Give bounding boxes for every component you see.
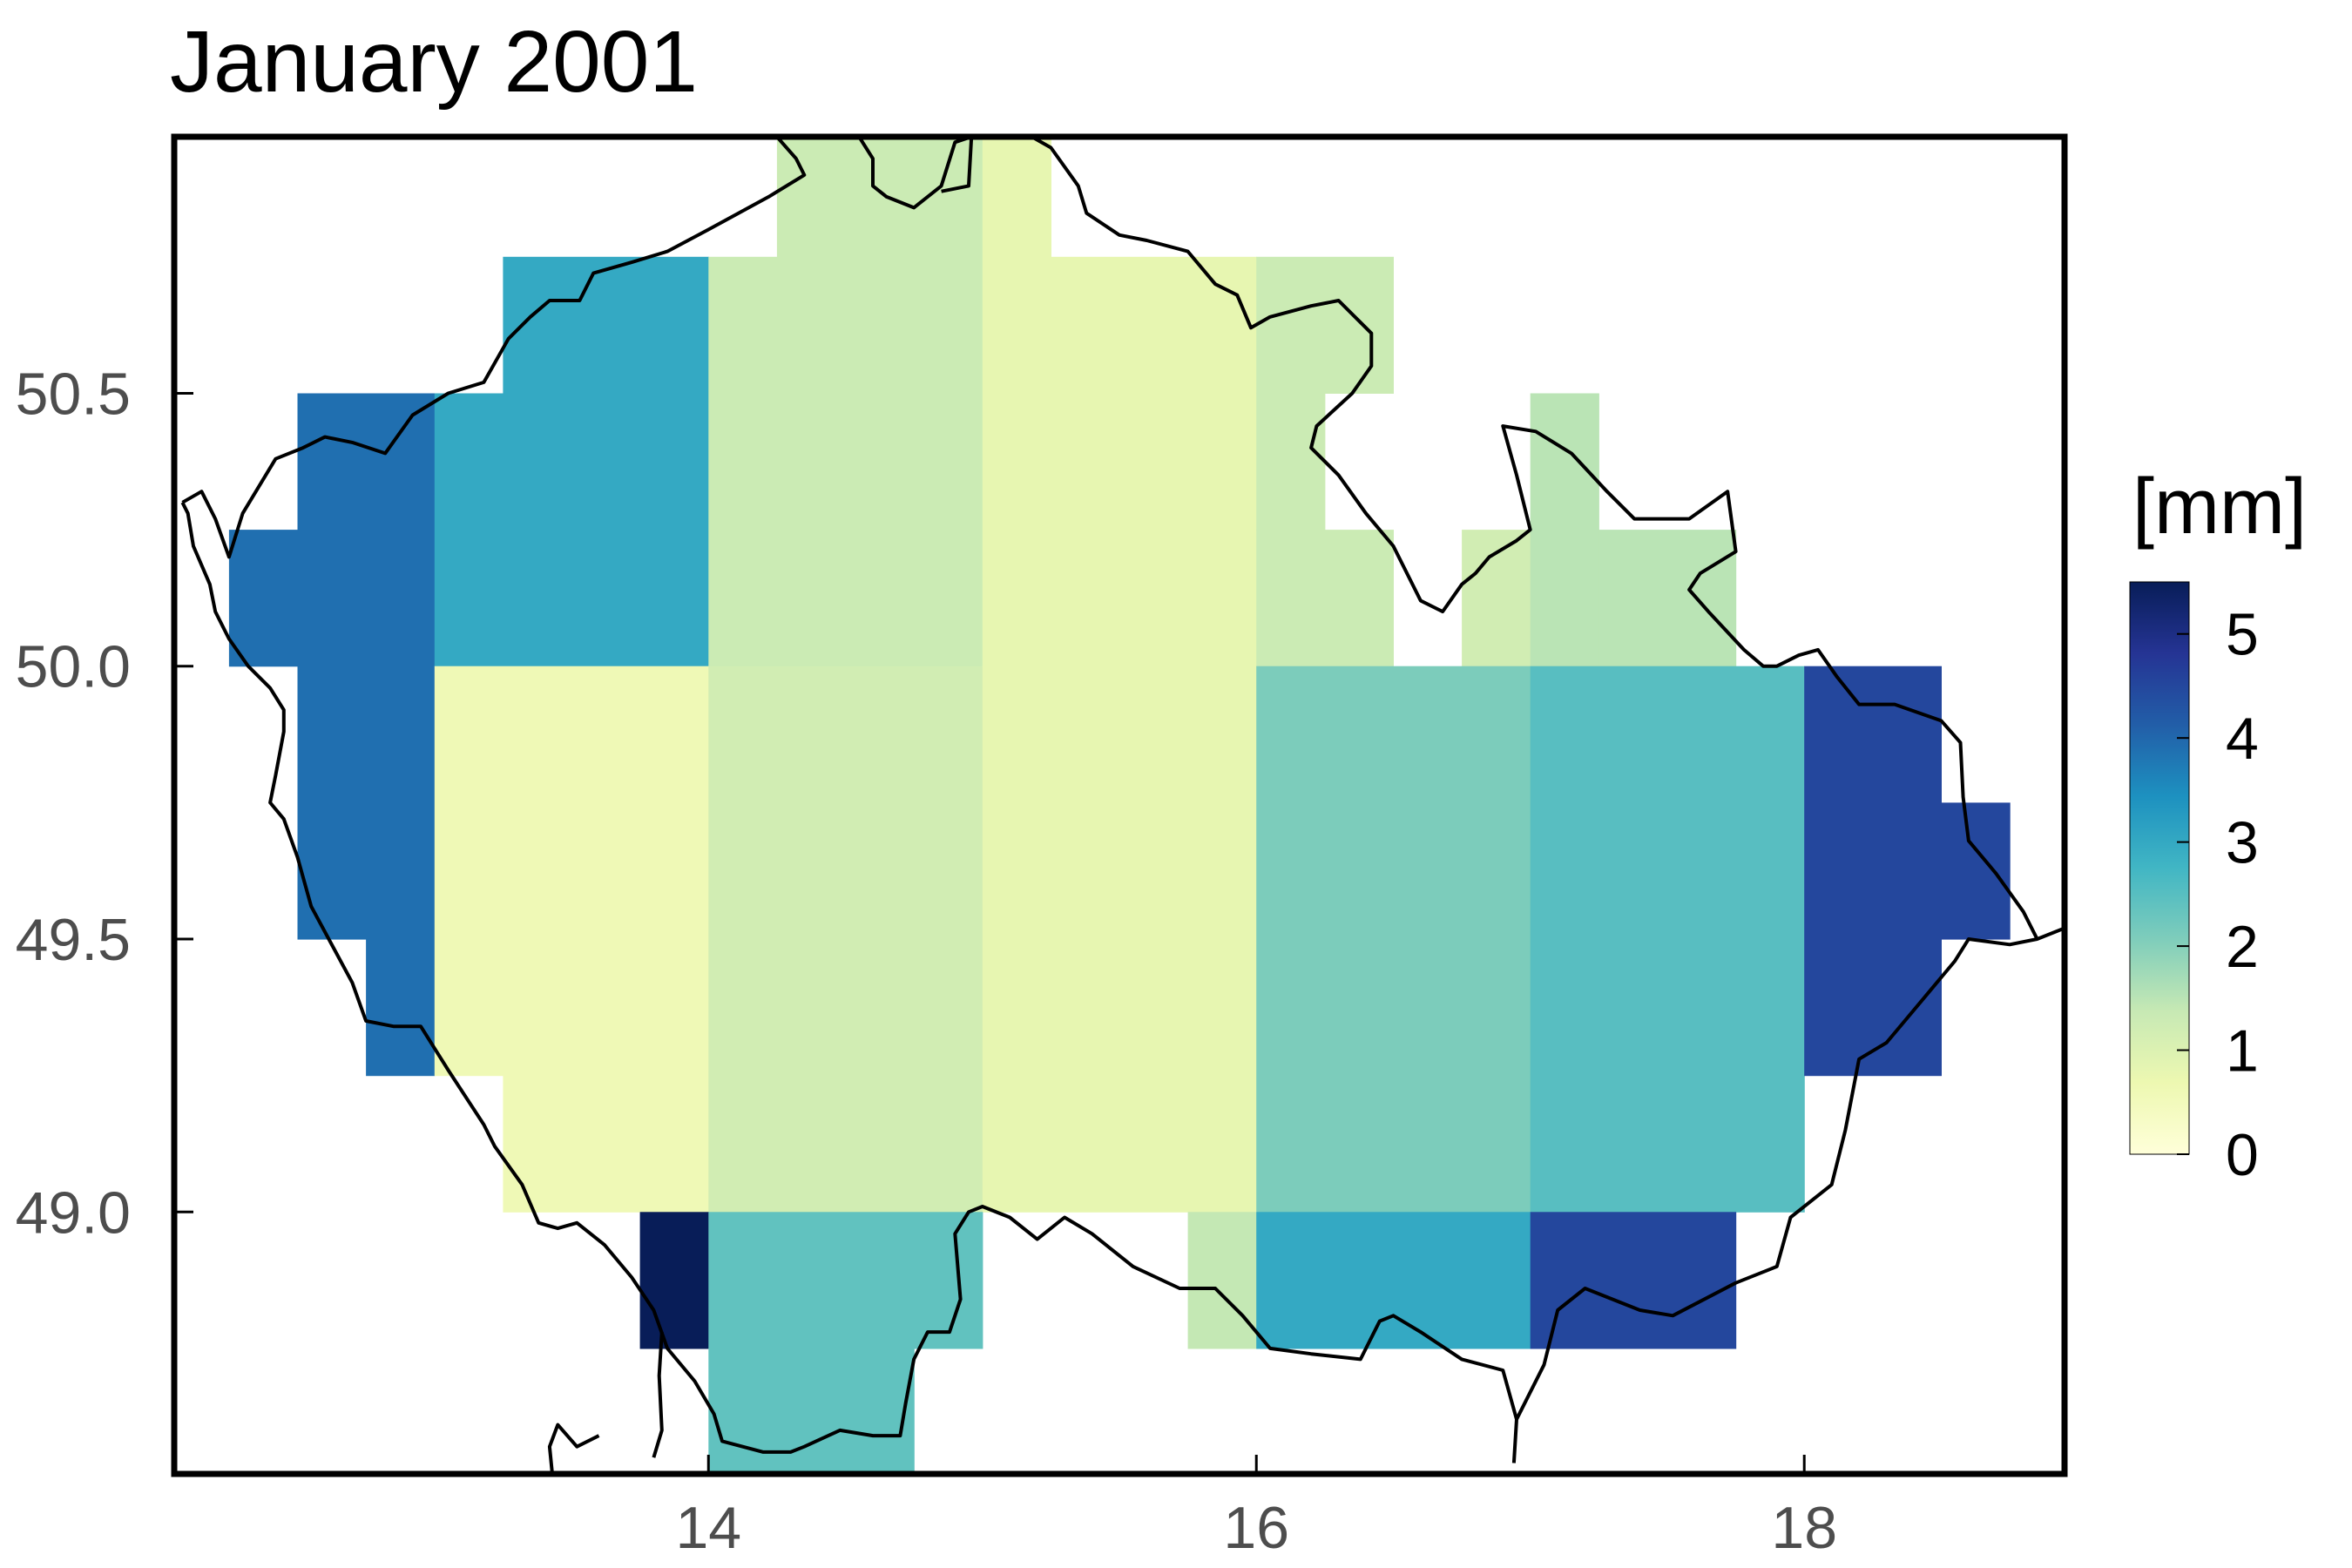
border-line xyxy=(1031,137,2065,941)
country-borders xyxy=(180,137,2065,1474)
heatmap-cell xyxy=(1256,256,1394,394)
heatmap-cell xyxy=(228,530,299,667)
colorbar xyxy=(2129,581,2190,1155)
heatmap-cell xyxy=(366,939,436,1077)
heatmap-cell xyxy=(982,666,1257,1213)
y-tick-label: 49.0 xyxy=(16,1179,131,1246)
colorbar-label: [mm] xyxy=(2132,463,2307,551)
heatmap-cell xyxy=(434,393,504,667)
x-tick-label: 18 xyxy=(1771,1495,1837,1561)
heatmap-cell xyxy=(708,1348,915,1474)
border-line xyxy=(181,137,807,559)
map-title: January 2001 xyxy=(170,13,698,111)
heatmap-cell xyxy=(1256,1212,1531,1349)
y-axis-ticks: 49.0 49.5 50.0 50.5 xyxy=(16,361,193,1246)
colorbar-tick-label: 0 xyxy=(2226,1122,2259,1188)
heatmap-cell xyxy=(297,666,436,940)
border-line xyxy=(180,501,1518,1454)
border-line xyxy=(941,137,974,193)
heatmap-cell xyxy=(1804,666,1942,1077)
colorbar-tick-label: 5 xyxy=(2226,602,2259,668)
heatmap-cell xyxy=(1051,256,1257,667)
y-tick-label: 50.0 xyxy=(16,634,131,700)
colorbar-tick-label: 4 xyxy=(2226,706,2259,772)
border-line xyxy=(857,137,972,210)
border-line xyxy=(1511,937,2038,1463)
heatmap-cells xyxy=(228,137,2011,1474)
heatmap-cell xyxy=(1256,393,1326,531)
heatmap-cell xyxy=(434,666,709,1077)
colorbar-tick-label: 2 xyxy=(2226,914,2259,980)
heatmap-cell xyxy=(1598,530,1737,667)
y-tick-label: 50.5 xyxy=(16,361,131,427)
heatmap-cell xyxy=(1530,666,1805,1213)
y-tick-label: 49.5 xyxy=(16,907,131,973)
heatmap-cell xyxy=(1462,530,1531,667)
heatmap-cell xyxy=(776,137,983,667)
heatmap-cell xyxy=(982,137,1051,667)
heatmap-cell xyxy=(297,393,436,667)
plot-frame xyxy=(171,133,2068,1477)
heatmap-cell xyxy=(1256,666,1531,1213)
heatmap-cell xyxy=(503,1075,709,1213)
heatmap-cell xyxy=(1187,1212,1257,1349)
heatmap-cell xyxy=(708,256,778,667)
colorbar-ticks: 0 1 2 3 4 5 xyxy=(2177,602,2259,1188)
border-line xyxy=(547,1423,600,1474)
heatmap-cell xyxy=(503,256,709,667)
colorbar-tick-label: 1 xyxy=(2226,1018,2259,1085)
heatmap-cell xyxy=(1941,802,2011,940)
border-line xyxy=(652,1331,664,1458)
heatmap-cell xyxy=(708,666,983,1213)
x-tick-label: 16 xyxy=(1223,1495,1289,1561)
colorbar-tick-label: 3 xyxy=(2226,810,2259,876)
heatmap-cell xyxy=(1530,1212,1737,1349)
heatmap-cell xyxy=(639,1212,709,1349)
x-tick-label: 14 xyxy=(675,1495,741,1561)
heatmap-cell xyxy=(1530,393,1599,667)
heatmap-cell xyxy=(708,1212,983,1349)
x-axis-ticks: 14 16 18 xyxy=(675,1455,1837,1561)
heatmap-cell xyxy=(1256,530,1394,667)
